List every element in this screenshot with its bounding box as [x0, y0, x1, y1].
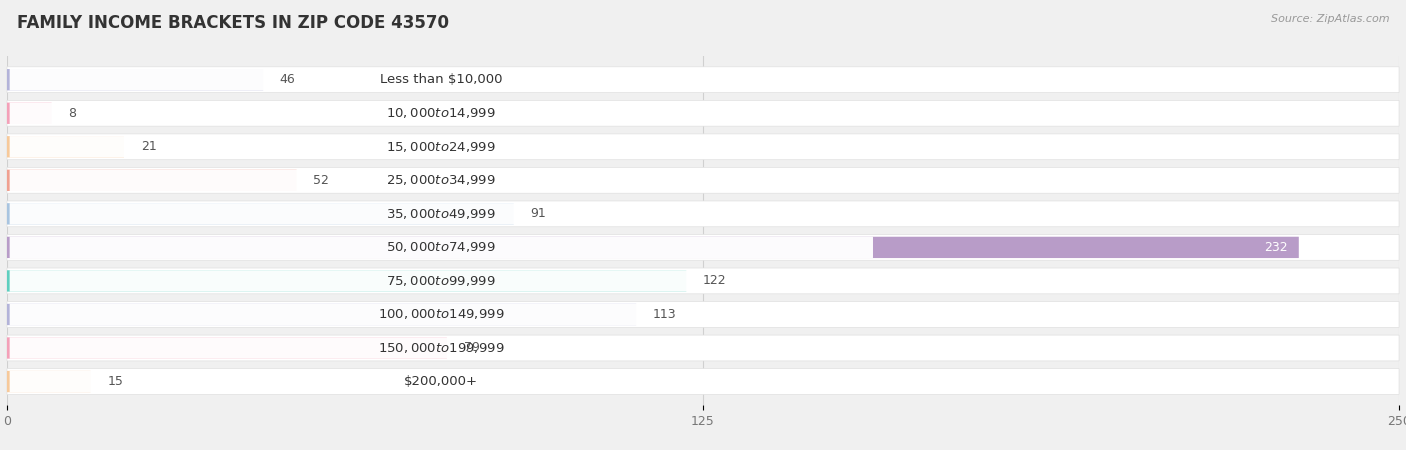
FancyBboxPatch shape — [7, 69, 263, 90]
Text: $35,000 to $49,999: $35,000 to $49,999 — [387, 207, 496, 221]
Text: 122: 122 — [703, 274, 727, 288]
FancyBboxPatch shape — [7, 203, 513, 225]
FancyBboxPatch shape — [7, 302, 1399, 327]
FancyBboxPatch shape — [10, 203, 873, 225]
FancyBboxPatch shape — [10, 371, 873, 392]
Text: $15,000 to $24,999: $15,000 to $24,999 — [387, 140, 496, 154]
FancyBboxPatch shape — [7, 304, 637, 325]
FancyBboxPatch shape — [7, 371, 90, 392]
FancyBboxPatch shape — [7, 100, 1399, 126]
FancyBboxPatch shape — [7, 270, 686, 292]
Text: Source: ZipAtlas.com: Source: ZipAtlas.com — [1271, 14, 1389, 23]
Text: 52: 52 — [314, 174, 329, 187]
FancyBboxPatch shape — [7, 134, 1399, 160]
Text: $75,000 to $99,999: $75,000 to $99,999 — [387, 274, 496, 288]
Text: $10,000 to $14,999: $10,000 to $14,999 — [387, 106, 496, 120]
FancyBboxPatch shape — [7, 67, 1399, 93]
FancyBboxPatch shape — [10, 103, 873, 124]
FancyBboxPatch shape — [7, 268, 1399, 294]
Text: $25,000 to $34,999: $25,000 to $34,999 — [387, 173, 496, 187]
Text: 46: 46 — [280, 73, 295, 86]
Text: $150,000 to $199,999: $150,000 to $199,999 — [378, 341, 505, 355]
FancyBboxPatch shape — [10, 170, 873, 191]
FancyBboxPatch shape — [7, 369, 1399, 395]
FancyBboxPatch shape — [10, 237, 873, 258]
FancyBboxPatch shape — [7, 234, 1399, 260]
FancyBboxPatch shape — [10, 304, 873, 325]
Text: $200,000+: $200,000+ — [405, 375, 478, 388]
FancyBboxPatch shape — [7, 335, 1399, 361]
FancyBboxPatch shape — [10, 337, 873, 359]
Text: 21: 21 — [141, 140, 156, 153]
FancyBboxPatch shape — [10, 69, 873, 90]
Text: Less than $10,000: Less than $10,000 — [380, 73, 502, 86]
Text: 232: 232 — [1264, 241, 1288, 254]
Text: 15: 15 — [107, 375, 124, 388]
FancyBboxPatch shape — [10, 270, 873, 292]
FancyBboxPatch shape — [7, 170, 297, 191]
Text: FAMILY INCOME BRACKETS IN ZIP CODE 43570: FAMILY INCOME BRACKETS IN ZIP CODE 43570 — [17, 14, 449, 32]
Text: 8: 8 — [69, 107, 76, 120]
Text: $100,000 to $149,999: $100,000 to $149,999 — [378, 307, 505, 321]
Text: 79: 79 — [464, 342, 479, 355]
FancyBboxPatch shape — [7, 136, 124, 158]
FancyBboxPatch shape — [7, 237, 1299, 258]
Text: 113: 113 — [652, 308, 676, 321]
FancyBboxPatch shape — [7, 201, 1399, 227]
FancyBboxPatch shape — [7, 167, 1399, 193]
FancyBboxPatch shape — [7, 338, 447, 359]
FancyBboxPatch shape — [7, 103, 52, 124]
Text: $50,000 to $74,999: $50,000 to $74,999 — [387, 240, 496, 254]
Text: 91: 91 — [530, 207, 546, 220]
FancyBboxPatch shape — [10, 136, 873, 158]
